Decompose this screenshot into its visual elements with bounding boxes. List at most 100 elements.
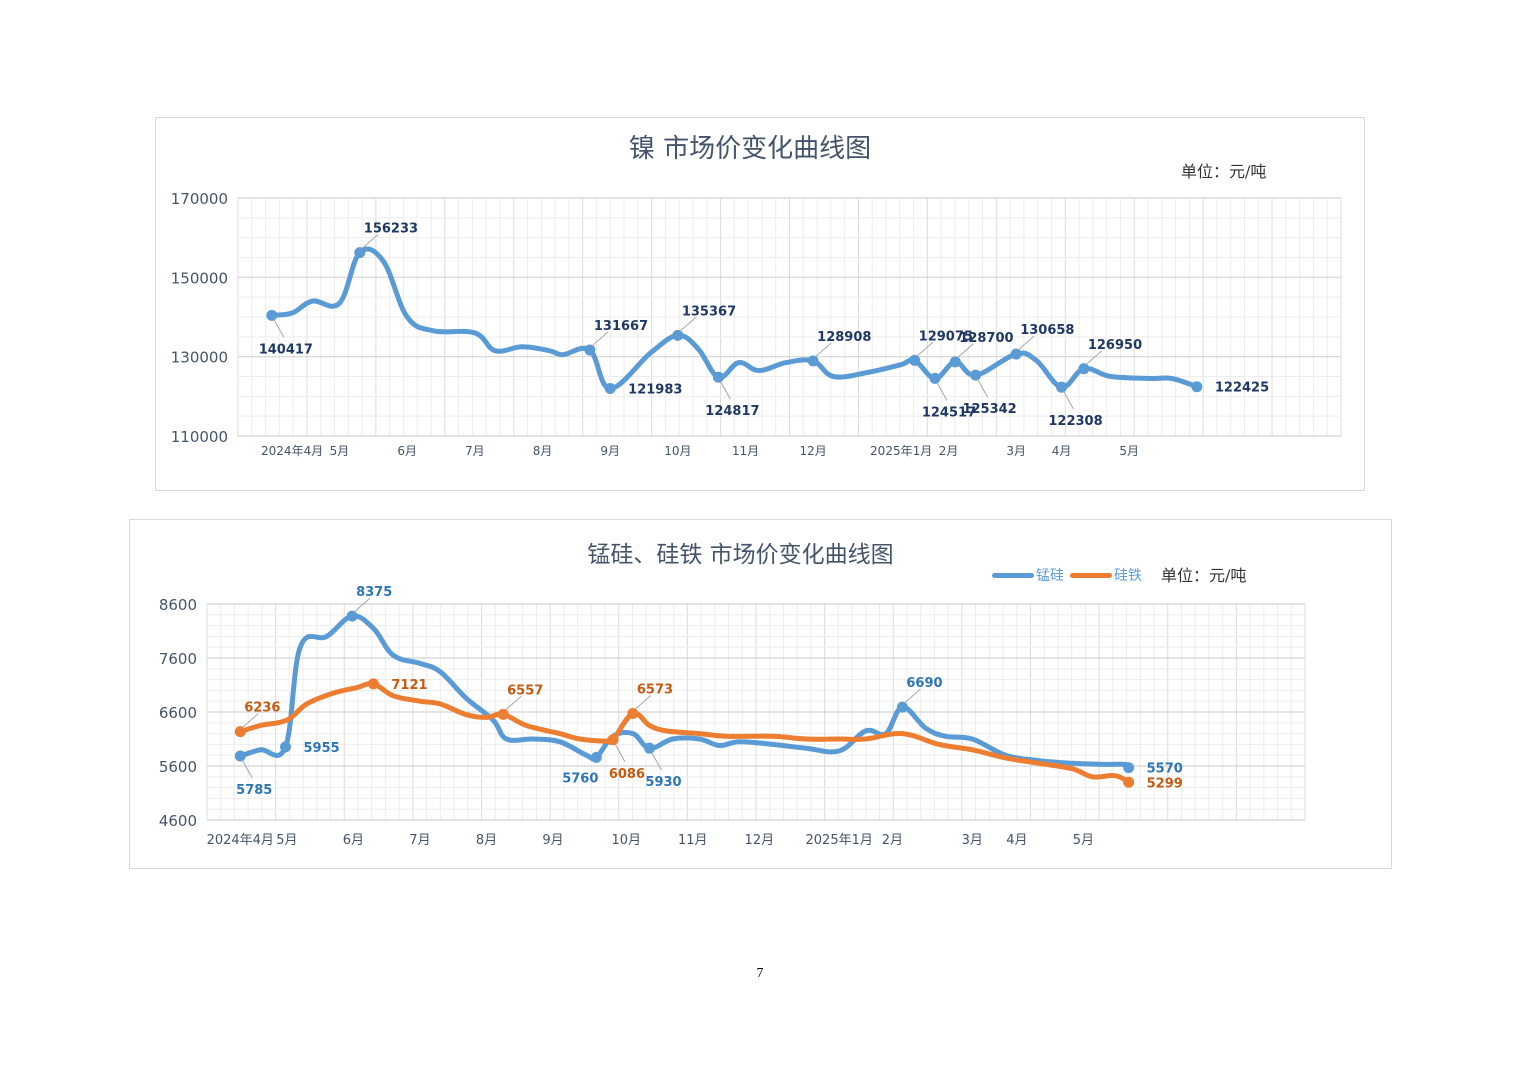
data-point-marker [234,750,246,762]
data-label: 126950 [1088,338,1142,353]
y-tick-label: 170000 [171,190,228,208]
data-label: 135367 [682,304,736,319]
data-label: 6236 [244,701,280,716]
mnsi-fesi-chart-title: 锰硅、硅铁 市场价变化曲线图 [587,542,894,568]
data-label-leader [361,234,379,249]
x-tick-label: 4月 [1006,833,1027,848]
data-label: 6573 [637,682,673,697]
x-tick-label: 2025年1月 [806,833,873,848]
x-tick-label: 2025年1月 [870,444,932,458]
data-point-marker [949,356,961,368]
x-tick-label: 5月 [276,833,297,848]
data-point-marker [1078,363,1090,375]
data-point-marker [234,726,246,738]
data-point-marker [1123,776,1135,788]
data-point-marker [929,372,941,384]
data-label: 128700 [959,331,1013,346]
series-1: 6236 7121 6557 6086 6573 5299 [234,678,1183,791]
x-tick-label: 11月 [678,833,708,848]
data-label-leader [904,688,921,704]
x-tick-label: 4月 [1052,444,1072,458]
series-line [237,681,1132,785]
y-tick-label: 5600 [159,758,197,776]
legend-swatch-mnsi [992,572,1034,578]
data-point-marker [354,247,366,259]
x-axis: 2024年4月 5月 6月 7月 8月 9月 10月 11月 12月 2025年1月 2月 3月 4月 5… [261,444,1139,458]
data-label-leader [651,751,662,771]
data-point-marker [266,309,278,321]
x-tick-label: 10月 [664,444,691,458]
x-tick-label: 8月 [476,833,497,848]
data-point-marker [896,701,908,713]
y-axis: 110000 130000 150000 170000 [171,190,228,446]
data-label-leader [916,341,934,357]
x-tick-label: 6月 [397,444,417,458]
y-tick-label: 150000 [171,269,228,287]
data-label: 128908 [817,330,871,345]
data-point-marker [607,734,619,746]
data-point-marker [644,742,656,754]
data-point-marker [909,354,921,366]
data-label: 5955 [304,741,340,756]
data-label: 7121 [391,678,427,693]
y-tick-label: 110000 [171,428,228,446]
data-label-leader [504,695,522,711]
data-point-marker [627,707,639,719]
data-label: 6086 [609,767,645,782]
data-label: 131667 [594,319,648,334]
page-number: 7 [756,966,764,981]
data-label-leader [1017,335,1035,351]
x-tick-label: 9月 [542,833,563,848]
data-label: 5785 [236,783,272,798]
data-label-leader [353,597,371,613]
x-tick-label: 7月 [409,833,430,848]
grid [206,603,1306,821]
x-tick-label: 3月 [1006,444,1026,458]
y-tick-label: 4600 [159,812,197,830]
x-tick-label: 2月 [882,833,903,848]
x-tick-label: 2024年4月 [261,444,323,458]
nickel-plot-area: 110000 130000 150000 170000 2024年4月 5月 6月 7月 8月 9… [171,190,1342,458]
data-label: 124517 [922,405,976,420]
x-tick-label: 9月 [600,444,620,458]
x-tick-label: 7月 [465,444,485,458]
data-label: 125342 [962,402,1016,417]
data-label-leader [679,317,697,332]
legend-item-fesi: 硅铁 [1070,565,1142,585]
data-point-marker [672,329,684,341]
mnsi-fesi-price-chart: 锰硅、硅铁 市场价变化曲线图 锰硅 硅铁 单位：元/吨 4600 5600 6600… [129,519,1392,869]
data-point-marker [280,741,292,753]
y-tick-label: 7600 [159,650,197,668]
data-point-marker [604,382,616,394]
x-tick-label: 10月 [611,833,641,848]
data-label: 6557 [507,683,543,698]
data-point-marker [712,371,724,383]
x-tick-label: 3月 [962,833,983,848]
data-label-leader [634,695,652,710]
x-tick-label: 11月 [732,444,759,458]
x-tick-label: 5月 [1119,444,1139,458]
data-label: 130658 [1020,323,1074,338]
data-point-marker [584,344,596,356]
x-tick-label: 6月 [343,833,364,848]
data-label-leader [241,759,253,779]
data-label: 122425 [1215,381,1269,396]
data-label: 140417 [259,342,313,357]
series-line [269,246,1200,391]
data-label: 6690 [906,676,942,691]
series-0: 140417 156233 131667 121983 135367 124817 1289… [259,222,1269,430]
data-label-leader [1085,350,1103,366]
data-label-leader [720,380,731,400]
nickel-chart-title: 镍 市场价变化曲线图 [628,134,872,164]
legend-label-fesi: 硅铁 [1114,568,1142,584]
data-point-marker [590,751,602,763]
data-point-marker [1056,381,1068,393]
data-label-leader [591,331,609,347]
data-label-leader [956,343,974,359]
data-label: 129075 [919,329,973,344]
y-tick-label: 8600 [159,596,197,614]
data-label: 5760 [562,771,598,786]
x-tick-label: 8月 [533,444,553,458]
x-tick-label: 12月 [800,444,827,458]
data-point-marker [807,355,819,367]
